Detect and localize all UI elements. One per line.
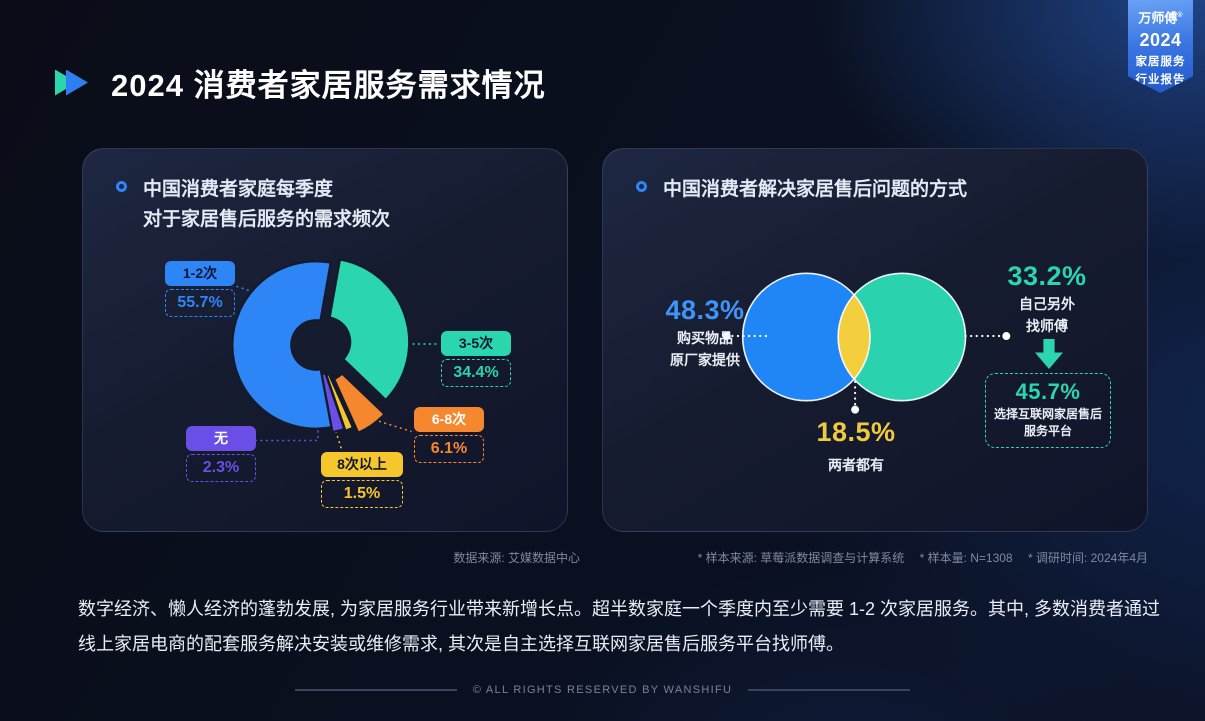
venn-label-platform: 45.7% 选择互联网家居售后 服务平台 bbox=[985, 373, 1111, 448]
donut-label-8次以上: 8次以上 1.5% bbox=[321, 452, 403, 508]
donut-label-1-2次: 1-2次 55.7% bbox=[165, 261, 235, 317]
footer-divider bbox=[748, 689, 911, 691]
left-card-source: 数据来源: 艾媒数据中心 bbox=[453, 551, 580, 565]
venn-connector-bottom-dot bbox=[851, 405, 860, 414]
bullet-icon bbox=[116, 181, 127, 192]
right-card-source: * 样本来源: 草莓派数据调查与计算系统 * 样本量: N=1308 * 调研时… bbox=[697, 551, 1148, 565]
arrow-blue-icon bbox=[66, 69, 88, 96]
donut-label-6-8次: 6-8次 6.1% bbox=[414, 407, 484, 463]
venn-label-manufacturer: 48.3% 购买物品 原厂家提供 bbox=[643, 295, 767, 370]
page-header: 2024 消费者家居服务需求情况 bbox=[55, 60, 546, 105]
donut-connector-1-2次 bbox=[236, 285, 261, 295]
donut-value-label: 1.5% bbox=[321, 480, 403, 508]
card-solution-methods: 中国消费者解决家居售后问题的方式 48.3% 购买物品 原厂家提供 33.2% … bbox=[602, 148, 1148, 532]
venn-value-own-master: 33.2% bbox=[1007, 261, 1087, 291]
donut-category-label: 8次以上 bbox=[321, 452, 403, 477]
left-card-header: 中国消费者家庭每季度 对于家居售后服务的需求频次 bbox=[116, 175, 390, 235]
venn-value-both: 18.5% bbox=[816, 417, 896, 447]
page-footer: © ALL RIGHTS RESERVED BY WANSHIFU bbox=[0, 684, 1205, 696]
copyright-text: © ALL RIGHTS RESERVED BY WANSHIFU bbox=[472, 684, 733, 696]
ribbon-line2: 行业报告 bbox=[1135, 74, 1186, 87]
venn-label-own-master: 33.2% 自己另外 找师傅 bbox=[987, 261, 1107, 336]
donut-slice-6-8次 bbox=[332, 372, 386, 434]
donut-labels: 1-2次 55.7% 3-5次 34.4% 6-8次 6.1% 8次以上 1.5% 无 2.3% bbox=[83, 149, 567, 531]
donut-chart bbox=[231, 258, 438, 451]
brand-name: 万师傅® bbox=[1138, 10, 1183, 26]
donut-connector-6-8次 bbox=[373, 418, 412, 433]
donut-value-label: 2.3% bbox=[186, 454, 256, 482]
card-demand-frequency: 中国消费者家庭每季度 对于家居售后服务的需求频次 1-2次 55.7% 3-5次 34… bbox=[82, 148, 568, 532]
donut-label-3-5次: 3-5次 34.4% bbox=[441, 331, 511, 387]
venn-value-manufacturer: 48.3% bbox=[665, 295, 745, 325]
donut-category-label: 1-2次 bbox=[165, 261, 235, 286]
footer-divider bbox=[294, 689, 457, 691]
donut-value-label: 6.1% bbox=[414, 435, 484, 463]
brand-ribbon: 万师傅® 2024 家居服务 行业报告 bbox=[1128, 0, 1193, 93]
bullet-icon bbox=[636, 181, 647, 192]
venn-connector-left-dot bbox=[722, 332, 731, 340]
venn-diagram bbox=[722, 272, 1011, 414]
donut-slice-1-2次 bbox=[231, 260, 333, 430]
donut-category-label: 6-8次 bbox=[414, 407, 484, 432]
page-title: 2024 消费者家居服务需求情况 bbox=[111, 68, 546, 103]
venn-overlap bbox=[838, 294, 870, 380]
title-marker-icon bbox=[55, 69, 93, 97]
venn-connector-right-dot bbox=[1002, 332, 1011, 340]
donut-category-label: 无 bbox=[186, 426, 256, 451]
donut-value-label: 55.7% bbox=[165, 289, 235, 317]
donut-value-label: 34.4% bbox=[441, 359, 511, 387]
donut-label-无: 无 2.3% bbox=[186, 426, 256, 482]
venn-circle-own-master bbox=[838, 273, 966, 401]
venn-circle-manufacturer bbox=[742, 273, 871, 401]
venn-outline bbox=[741, 272, 871, 402]
venn-value-platform: 45.7% bbox=[1015, 379, 1081, 404]
venn-label-both: 18.5% 两者都有 bbox=[796, 417, 916, 475]
donut-category-label: 3-5次 bbox=[441, 331, 511, 356]
right-card-header: 中国消费者解决家居售后问题的方式 bbox=[636, 175, 967, 205]
donut-slice-3-5次 bbox=[328, 258, 410, 402]
right-card-title: 中国消费者解决家居售后问题的方式 bbox=[663, 179, 968, 200]
left-card-title: 中国消费者家庭每季度 对于家居售后服务的需求频次 bbox=[143, 179, 391, 230]
ribbon-line1: 家居服务 bbox=[1135, 56, 1186, 69]
registered-mark: ® bbox=[1177, 12, 1183, 19]
summary-paragraph: 数字经济、懒人经济的蓬勃发展, 为家居服务行业带来新增长点。超半数家庭一个季度内… bbox=[78, 599, 1161, 654]
ribbon-year: 2024 bbox=[1139, 30, 1182, 51]
